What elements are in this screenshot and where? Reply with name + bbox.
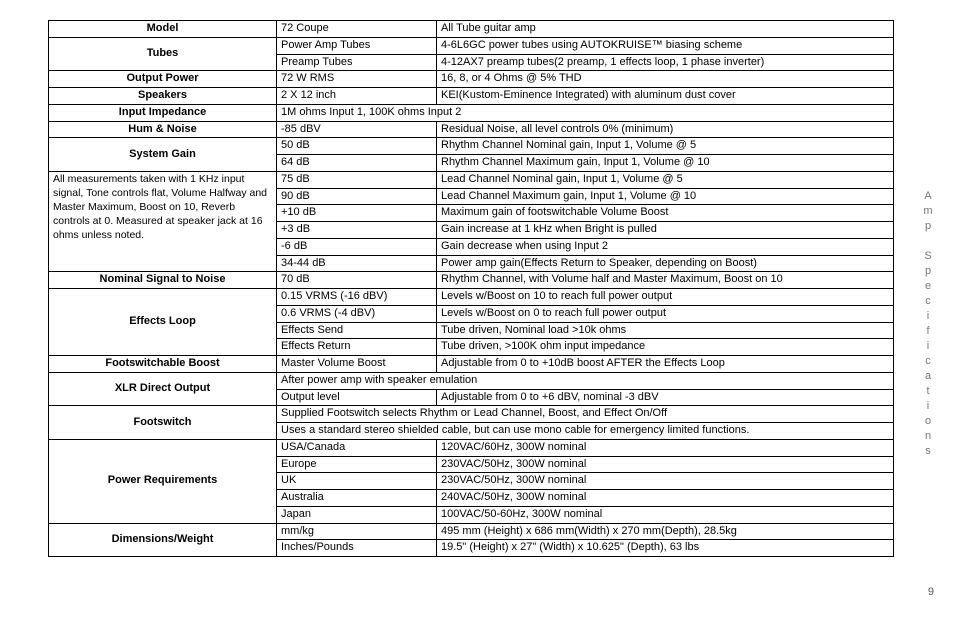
table-row: Power Requirements USA/Canada 120VAC/60H… — [49, 439, 894, 456]
table-row: XLR Direct Output After power amp with s… — [49, 372, 894, 389]
table-row: Tubes Power Amp Tubes 4-6L6GC power tube… — [49, 37, 894, 54]
cell: 120VAC/60Hz, 300W nominal — [437, 439, 894, 456]
cell: Rhythm Channel Maximum gain, Input 1, Vo… — [437, 155, 894, 172]
cell: Uses a standard stereo shielded cable, b… — [277, 423, 894, 440]
cell: 72 W RMS — [277, 71, 437, 88]
cell: Japan — [277, 506, 437, 523]
cell: 2 X 12 inch — [277, 88, 437, 105]
cell: 0.15 VRMS (-16 dBV) — [277, 289, 437, 306]
row-label-fs-boost: Footswitchable Boost — [49, 356, 277, 373]
cell: Effects Send — [277, 322, 437, 339]
cell: Lead Channel Maximum gain, Input 1, Volu… — [437, 188, 894, 205]
table-row: Nominal Signal to Noise 70 dB Rhythm Cha… — [49, 272, 894, 289]
cell: KEI(Kustom-Eminence Integrated) with alu… — [437, 88, 894, 105]
row-label-model: Model — [49, 21, 277, 38]
row-label-hum-noise: Hum & Noise — [49, 121, 277, 138]
cell: 4-6L6GC power tubes using AUTOKRUISE™ bi… — [437, 37, 894, 54]
measurement-note: All measurements taken with 1 KHz input … — [49, 171, 277, 272]
cell: 100VAC/50-60Hz, 300W nominal — [437, 506, 894, 523]
table-row: All measurements taken with 1 KHz input … — [49, 171, 894, 188]
cell: mm/kg — [277, 523, 437, 540]
table-row: Output Power 72 W RMS 16, 8, or 4 Ohms @… — [49, 71, 894, 88]
table-row: System Gain 50 dB Rhythm Channel Nominal… — [49, 138, 894, 155]
cell: 72 Coupe — [277, 21, 437, 38]
cell: 75 dB — [277, 171, 437, 188]
row-label-system-gain: System Gain — [49, 138, 277, 172]
cell: Power Amp Tubes — [277, 37, 437, 54]
cell: Master Volume Boost — [277, 356, 437, 373]
cell: -85 dBV — [277, 121, 437, 138]
row-label-dim-wt: Dimensions/Weight — [49, 523, 277, 557]
cell: 70 dB — [277, 272, 437, 289]
table-row: Hum & Noise -85 dBV Residual Noise, all … — [49, 121, 894, 138]
cell: Power amp gain(Effects Return to Speaker… — [437, 255, 894, 272]
cell: 1M ohms Input 1, 100K ohms Input 2 — [277, 104, 894, 121]
cell: Adjustable from 0 to +6 dBV, nominal -3 … — [437, 389, 894, 406]
cell: Supplied Footswitch selects Rhythm or Le… — [277, 406, 894, 423]
cell: UK — [277, 473, 437, 490]
cell: 230VAC/50Hz, 300W nominal — [437, 456, 894, 473]
page: Amp Specifications 9 Model 72 Coupe All … — [0, 0, 954, 618]
table-row: Footswitchable Boost Master Volume Boost… — [49, 356, 894, 373]
row-label-power-req: Power Requirements — [49, 439, 277, 523]
cell: Europe — [277, 456, 437, 473]
cell: 495 mm (Height) x 686 mm(Width) x 270 mm… — [437, 523, 894, 540]
cell: Gain increase at 1 kHz when Bright is pu… — [437, 222, 894, 239]
row-label-input-impedance: Input Impedance — [49, 104, 277, 121]
cell: Preamp Tubes — [277, 54, 437, 71]
table-row: Speakers 2 X 12 inch KEI(Kustom-Eminence… — [49, 88, 894, 105]
cell: 64 dB — [277, 155, 437, 172]
cell: Effects Return — [277, 339, 437, 356]
cell: 230VAC/50Hz, 300W nominal — [437, 473, 894, 490]
cell: 19.5" (Height) x 27" (Width) x 10.625" (… — [437, 540, 894, 557]
cell: +3 dB — [277, 222, 437, 239]
table-row: Dimensions/Weight mm/kg 495 mm (Height) … — [49, 523, 894, 540]
cell: All Tube guitar amp — [437, 21, 894, 38]
row-label-tubes: Tubes — [49, 37, 277, 71]
cell: 16, 8, or 4 Ohms @ 5% THD — [437, 71, 894, 88]
table-row: Input Impedance 1M ohms Input 1, 100K oh… — [49, 104, 894, 121]
page-number: 9 — [928, 586, 934, 598]
cell: Inches/Pounds — [277, 540, 437, 557]
table-row: Effects Loop 0.15 VRMS (-16 dBV) Levels … — [49, 289, 894, 306]
cell: Adjustable from 0 to +10dB boost AFTER t… — [437, 356, 894, 373]
cell: Tube driven, Nominal load >10k ohms — [437, 322, 894, 339]
cell: -6 dB — [277, 238, 437, 255]
cell: Lead Channel Nominal gain, Input 1, Volu… — [437, 171, 894, 188]
cell: 240VAC/50Hz, 300W nominal — [437, 490, 894, 507]
cell: After power amp with speaker emulation — [277, 372, 894, 389]
cell: +10 dB — [277, 205, 437, 222]
cell: 34-44 dB — [277, 255, 437, 272]
cell: Rhythm Channel Nominal gain, Input 1, Vo… — [437, 138, 894, 155]
cell: Gain decrease when using Input 2 — [437, 238, 894, 255]
cell: USA/Canada — [277, 439, 437, 456]
side-section-label: Amp Specifications — [922, 190, 934, 460]
row-label-speakers: Speakers — [49, 88, 277, 105]
cell: Levels w/Boost on 10 to reach full power… — [437, 289, 894, 306]
cell: 50 dB — [277, 138, 437, 155]
cell: Maximum gain of footswitchable Volume Bo… — [437, 205, 894, 222]
cell: Rhythm Channel, with Volume half and Mas… — [437, 272, 894, 289]
spec-table: Model 72 Coupe All Tube guitar amp Tubes… — [48, 20, 894, 557]
cell: 0.6 VRMS (-4 dBV) — [277, 305, 437, 322]
cell: Tube driven, >100K ohm input impedance — [437, 339, 894, 356]
row-label-nominal-sn: Nominal Signal to Noise — [49, 272, 277, 289]
cell: Output level — [277, 389, 437, 406]
cell: Australia — [277, 490, 437, 507]
row-label-footswitch: Footswitch — [49, 406, 277, 440]
cell: 4-12AX7 preamp tubes(2 preamp, 1 effects… — [437, 54, 894, 71]
cell: Levels w/Boost on 0 to reach full power … — [437, 305, 894, 322]
cell: 90 dB — [277, 188, 437, 205]
row-label-output-power: Output Power — [49, 71, 277, 88]
cell: Residual Noise, all level controls 0% (m… — [437, 121, 894, 138]
table-row: Footswitch Supplied Footswitch selects R… — [49, 406, 894, 423]
row-label-xlr: XLR Direct Output — [49, 372, 277, 406]
row-label-effects-loop: Effects Loop — [49, 289, 277, 356]
table-row: Model 72 Coupe All Tube guitar amp — [49, 21, 894, 38]
